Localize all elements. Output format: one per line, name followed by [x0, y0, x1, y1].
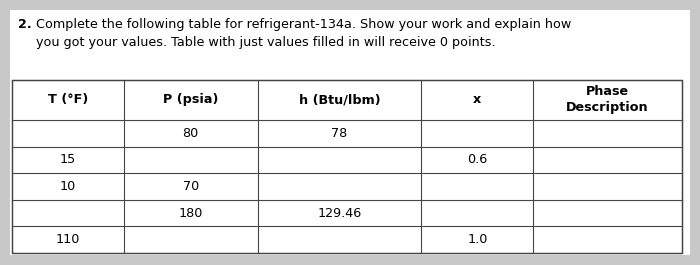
- Text: 2.: 2.: [18, 18, 32, 31]
- Text: 78: 78: [331, 127, 348, 140]
- FancyBboxPatch shape: [12, 80, 682, 253]
- Text: h (Btu/lbm): h (Btu/lbm): [299, 94, 380, 107]
- Text: 1.0: 1.0: [467, 233, 487, 246]
- Text: 70: 70: [183, 180, 199, 193]
- Text: 0.6: 0.6: [467, 153, 487, 166]
- Text: 129.46: 129.46: [317, 207, 362, 220]
- Text: P (psia): P (psia): [163, 94, 218, 107]
- Text: 15: 15: [60, 153, 76, 166]
- Text: 80: 80: [183, 127, 199, 140]
- Text: 110: 110: [55, 233, 80, 246]
- Text: x: x: [473, 94, 482, 107]
- Text: Phase
Description: Phase Description: [566, 85, 649, 114]
- FancyBboxPatch shape: [10, 10, 690, 255]
- Text: T (°F): T (°F): [48, 94, 88, 107]
- Text: 180: 180: [178, 207, 203, 220]
- Text: 10: 10: [60, 180, 76, 193]
- Text: Complete the following table for refrigerant-134a. Show your work and explain ho: Complete the following table for refrige…: [36, 18, 571, 49]
